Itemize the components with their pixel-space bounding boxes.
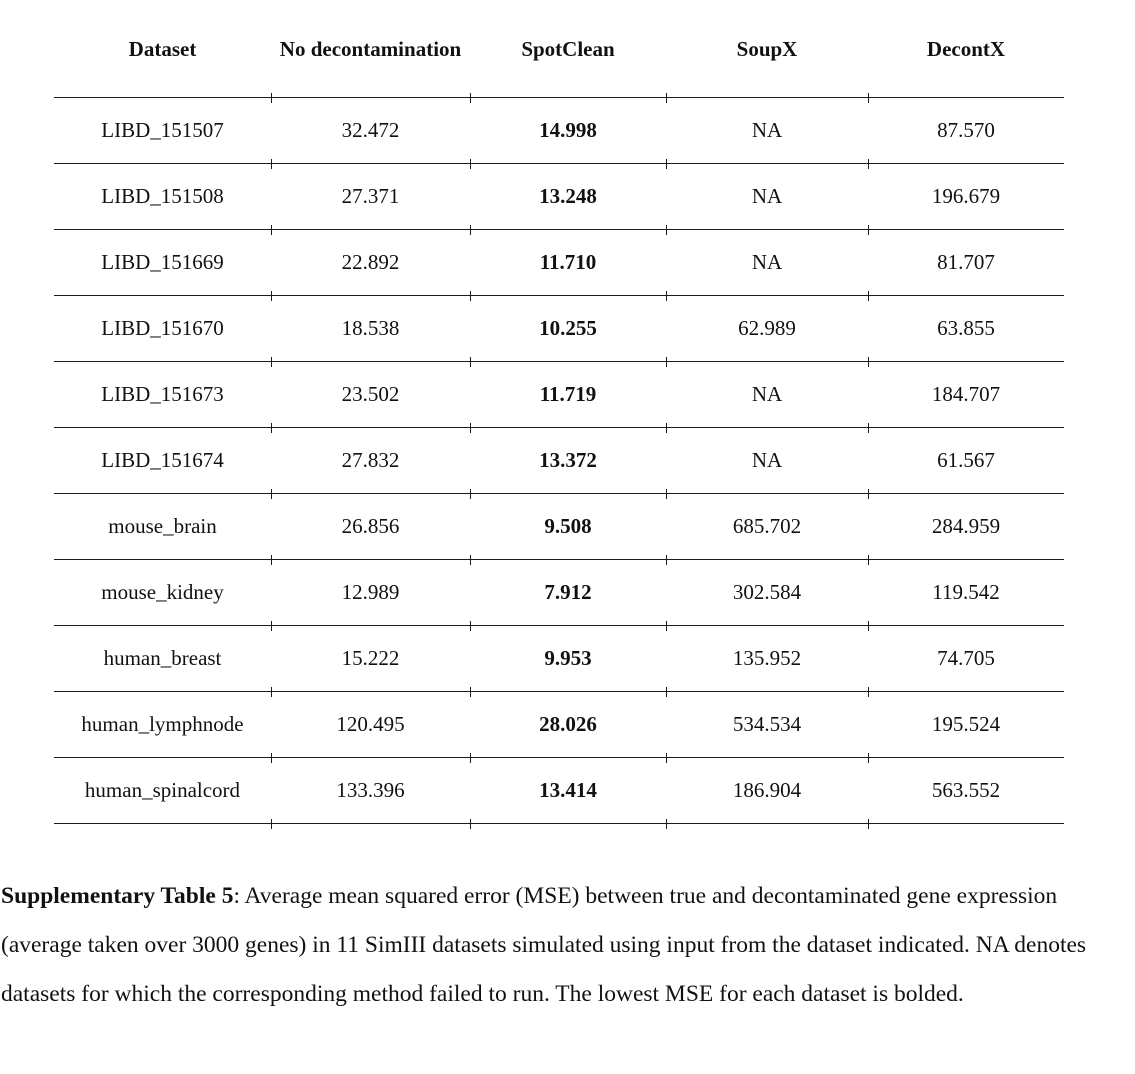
soupx-cell: NA (666, 163, 869, 234)
header-row: Dataset No decontamination SpotClean Sou… (54, 0, 1064, 102)
spotclean-cell: 13.414 (470, 757, 667, 828)
table-row: human_breast 15.222 9.953 135.952 74.705 (54, 625, 1064, 696)
soupx-cell: NA (666, 361, 869, 432)
dataset-cell: human_breast (54, 625, 272, 696)
decontx-cell: 284.959 (868, 493, 1064, 560)
table-row: LIBD_151673 23.502 11.719 NA 184.707 (54, 361, 1064, 432)
dataset-cell: human_spinalcord (54, 757, 272, 828)
decontx-cell: 81.707 (868, 229, 1064, 296)
caption-title: Supplementary Table 5 (1, 883, 234, 909)
spotclean-cell: 9.508 (470, 493, 667, 564)
no-decontamination-cell: 22.892 (271, 229, 471, 300)
table-row: LIBD_151507 32.472 14.998 NA 87.570 (54, 97, 1064, 168)
soupx-cell: NA (666, 97, 869, 168)
no-decontamination-cell: 120.495 (271, 691, 471, 762)
table-row: human_lymphnode 120.495 28.026 534.534 1… (54, 691, 1064, 762)
soupx-cell: NA (666, 427, 869, 498)
spotclean-cell: 13.248 (470, 163, 667, 234)
table-row: mouse_kidney 12.989 7.912 302.584 119.54… (54, 559, 1064, 630)
decontx-cell: 74.705 (868, 625, 1064, 692)
col-header-decontx: DecontX (868, 0, 1064, 98)
no-decontamination-cell: 23.502 (271, 361, 471, 432)
spotclean-cell: 11.719 (470, 361, 667, 432)
no-decontamination-cell: 32.472 (271, 97, 471, 168)
no-decontamination-cell: 18.538 (271, 295, 471, 366)
decontx-cell: 87.570 (868, 97, 1064, 164)
dataset-cell: LIBD_151508 (54, 163, 272, 234)
spotclean-cell: 14.998 (470, 97, 667, 168)
mse-table: Dataset No decontamination SpotClean Sou… (54, 0, 1064, 828)
table-row: LIBD_151674 27.832 13.372 NA 61.567 (54, 427, 1064, 498)
spotclean-cell: 11.710 (470, 229, 667, 300)
dataset-cell: LIBD_151669 (54, 229, 272, 300)
col-header-soupx: SoupX (666, 0, 869, 102)
no-decontamination-cell: 133.396 (271, 757, 471, 828)
table-caption: Supplementary Table 5: Average mean squa… (1, 872, 1127, 1019)
dataset-cell: LIBD_151673 (54, 361, 272, 432)
table-body: LIBD_151507 32.472 14.998 NA 87.570 LIBD… (54, 97, 1064, 828)
soupx-cell: 685.702 (666, 493, 869, 564)
decontx-cell: 63.855 (868, 295, 1064, 362)
decontx-cell: 563.552 (868, 757, 1064, 824)
col-header-dataset: Dataset (54, 0, 272, 102)
decontx-cell: 195.524 (868, 691, 1064, 758)
table-row: LIBD_151669 22.892 11.710 NA 81.707 (54, 229, 1064, 300)
table-row: mouse_brain 26.856 9.508 685.702 284.959 (54, 493, 1064, 564)
decontx-cell: 196.679 (868, 163, 1064, 230)
soupx-cell: 302.584 (666, 559, 869, 630)
dataset-cell: LIBD_151674 (54, 427, 272, 498)
caption-text: : Average mean squared error (MSE) betwe… (1, 883, 1087, 1007)
table-row: human_spinalcord 133.396 13.414 186.904 … (54, 757, 1064, 828)
col-header-no-decontamination: No decontamination (271, 0, 471, 102)
decontx-cell: 119.542 (868, 559, 1064, 626)
table-row: LIBD_151508 27.371 13.248 NA 196.679 (54, 163, 1064, 234)
no-decontamination-cell: 15.222 (271, 625, 471, 696)
table-row: LIBD_151670 18.538 10.255 62.989 63.855 (54, 295, 1064, 366)
soupx-cell: 534.534 (666, 691, 869, 762)
spotclean-cell: 9.953 (470, 625, 667, 696)
dataset-cell: human_lymphnode (54, 691, 272, 762)
spotclean-cell: 7.912 (470, 559, 667, 630)
no-decontamination-cell: 12.989 (271, 559, 471, 630)
spotclean-cell: 13.372 (470, 427, 667, 498)
no-decontamination-cell: 27.371 (271, 163, 471, 234)
dataset-cell: mouse_kidney (54, 559, 272, 630)
spotclean-cell: 10.255 (470, 295, 667, 366)
decontx-cell: 184.707 (868, 361, 1064, 428)
no-decontamination-cell: 27.832 (271, 427, 471, 498)
soupx-cell: 135.952 (666, 625, 869, 696)
dataset-cell: LIBD_151670 (54, 295, 272, 366)
spotclean-cell: 28.026 (470, 691, 667, 762)
dataset-cell: mouse_brain (54, 493, 272, 564)
soupx-cell: NA (666, 229, 869, 300)
dataset-cell: LIBD_151507 (54, 97, 272, 168)
table-header: Dataset No decontamination SpotClean Sou… (54, 0, 1064, 102)
soupx-cell: 186.904 (666, 757, 869, 828)
decontx-cell: 61.567 (868, 427, 1064, 494)
soupx-cell: 62.989 (666, 295, 869, 366)
no-decontamination-cell: 26.856 (271, 493, 471, 564)
col-header-spotclean: SpotClean (470, 0, 667, 102)
